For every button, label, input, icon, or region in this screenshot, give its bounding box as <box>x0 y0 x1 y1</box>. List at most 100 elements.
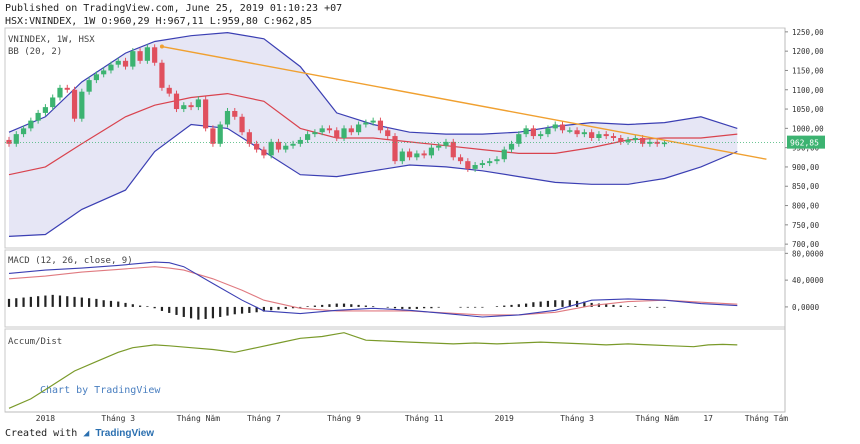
candle <box>166 87 172 94</box>
candle <box>297 139 303 144</box>
candle <box>450 141 456 158</box>
candle <box>436 145 442 148</box>
candle <box>654 141 660 144</box>
candle <box>610 136 617 138</box>
accum-pane <box>8 332 738 409</box>
macd-pane <box>7 261 738 320</box>
candle <box>399 151 405 162</box>
trend-line-start <box>159 44 164 49</box>
pane-frame <box>4 249 786 328</box>
price-axis-label: 1150,00 <box>792 66 824 75</box>
candle <box>508 143 515 150</box>
macd-axis-label: 40,0000 <box>792 276 824 285</box>
time-axis-label: Tháng 11 <box>405 414 444 423</box>
footer-created-with: Created with <box>5 428 78 439</box>
candle <box>559 124 566 131</box>
symbol-legend[interactable]: VNINDEX, 1W, HSX <box>8 35 95 45</box>
footer-brand[interactable]: TradingView <box>95 428 155 439</box>
bb-legend[interactable]: BB (20, 2) <box>8 47 63 57</box>
candle <box>159 62 165 88</box>
candle <box>35 112 41 121</box>
candle <box>122 60 129 67</box>
candle <box>268 141 274 156</box>
candle <box>406 151 413 158</box>
trend-line <box>161 45 767 160</box>
candle <box>341 128 347 138</box>
time-axis-label: Tháng 7 <box>247 414 281 423</box>
candle <box>283 145 289 150</box>
macd-axis-label: 80,0000 <box>792 249 824 258</box>
price-axis-label: 750,00 <box>792 221 820 230</box>
footer: Created with ◢ TradingView <box>5 428 154 439</box>
macd-legend[interactable]: MACD (12, 26, close, 9) <box>8 256 133 266</box>
price-axis-label: 1200,00 <box>792 47 824 56</box>
candle <box>275 141 282 150</box>
candle <box>363 122 369 125</box>
candle <box>501 149 507 160</box>
candle <box>552 124 558 129</box>
candle <box>392 136 398 162</box>
candle <box>625 139 631 142</box>
candle <box>224 110 231 125</box>
candle <box>640 138 646 144</box>
time-axis-label: Tháng Tám <box>745 414 789 423</box>
candle <box>538 134 544 137</box>
candle <box>210 128 216 144</box>
price-tag-label: 962,85 <box>790 139 819 148</box>
bb-lower-line <box>8 123 738 237</box>
candle <box>246 132 252 144</box>
bb-band-fill <box>9 32 738 237</box>
candle <box>567 130 573 132</box>
candle <box>108 64 114 71</box>
candle <box>79 91 85 119</box>
candle <box>661 142 668 145</box>
candle <box>596 134 602 138</box>
time-axis-label: Tháng 3 <box>101 414 135 423</box>
tradingview-logo-icon: ◢ <box>83 428 90 439</box>
candle <box>377 120 384 131</box>
candle <box>530 128 536 137</box>
price-axis-label: 850,00 <box>792 182 820 191</box>
time-axis-label: Tháng 9 <box>327 414 361 423</box>
price-axis-label: 900,00 <box>792 163 820 172</box>
macd-line <box>8 261 738 318</box>
time-axis-label: Tháng 3 <box>560 414 594 423</box>
candle <box>305 134 311 140</box>
pane-frame <box>4 328 786 413</box>
candle <box>319 128 325 133</box>
candle <box>144 47 150 61</box>
candle <box>348 128 354 133</box>
candle <box>457 157 464 162</box>
candle <box>494 159 500 162</box>
candle <box>618 138 624 142</box>
accum-legend[interactable]: Accum/Dist <box>8 337 63 347</box>
bb-middle-line <box>8 92 738 176</box>
candle <box>13 134 19 144</box>
time-axis-label: Tháng Năm <box>177 414 221 423</box>
candle <box>589 132 595 138</box>
time-axis-label: 2019 <box>495 414 514 423</box>
candle <box>385 130 391 137</box>
candle <box>64 87 70 90</box>
candle <box>428 147 435 156</box>
candle <box>370 120 376 123</box>
candle <box>516 134 522 144</box>
candle <box>326 128 333 131</box>
candle <box>57 87 63 98</box>
candle <box>152 47 158 63</box>
symbol-ohlc-label: HSX:VNINDEX, 1W O:960,29 H:967,11 L:959,… <box>5 16 313 27</box>
price-pane: Chart by TradingView <box>5 31 785 396</box>
candle <box>632 138 638 140</box>
candle <box>203 99 209 129</box>
time-axis-label: 2018 <box>36 414 55 423</box>
candle <box>312 132 318 135</box>
candle <box>603 134 609 137</box>
candle <box>181 105 187 110</box>
candle <box>195 99 201 108</box>
candle <box>254 143 260 150</box>
candle <box>115 60 121 65</box>
candle <box>581 132 587 135</box>
candle <box>355 124 362 133</box>
candle <box>239 116 245 133</box>
